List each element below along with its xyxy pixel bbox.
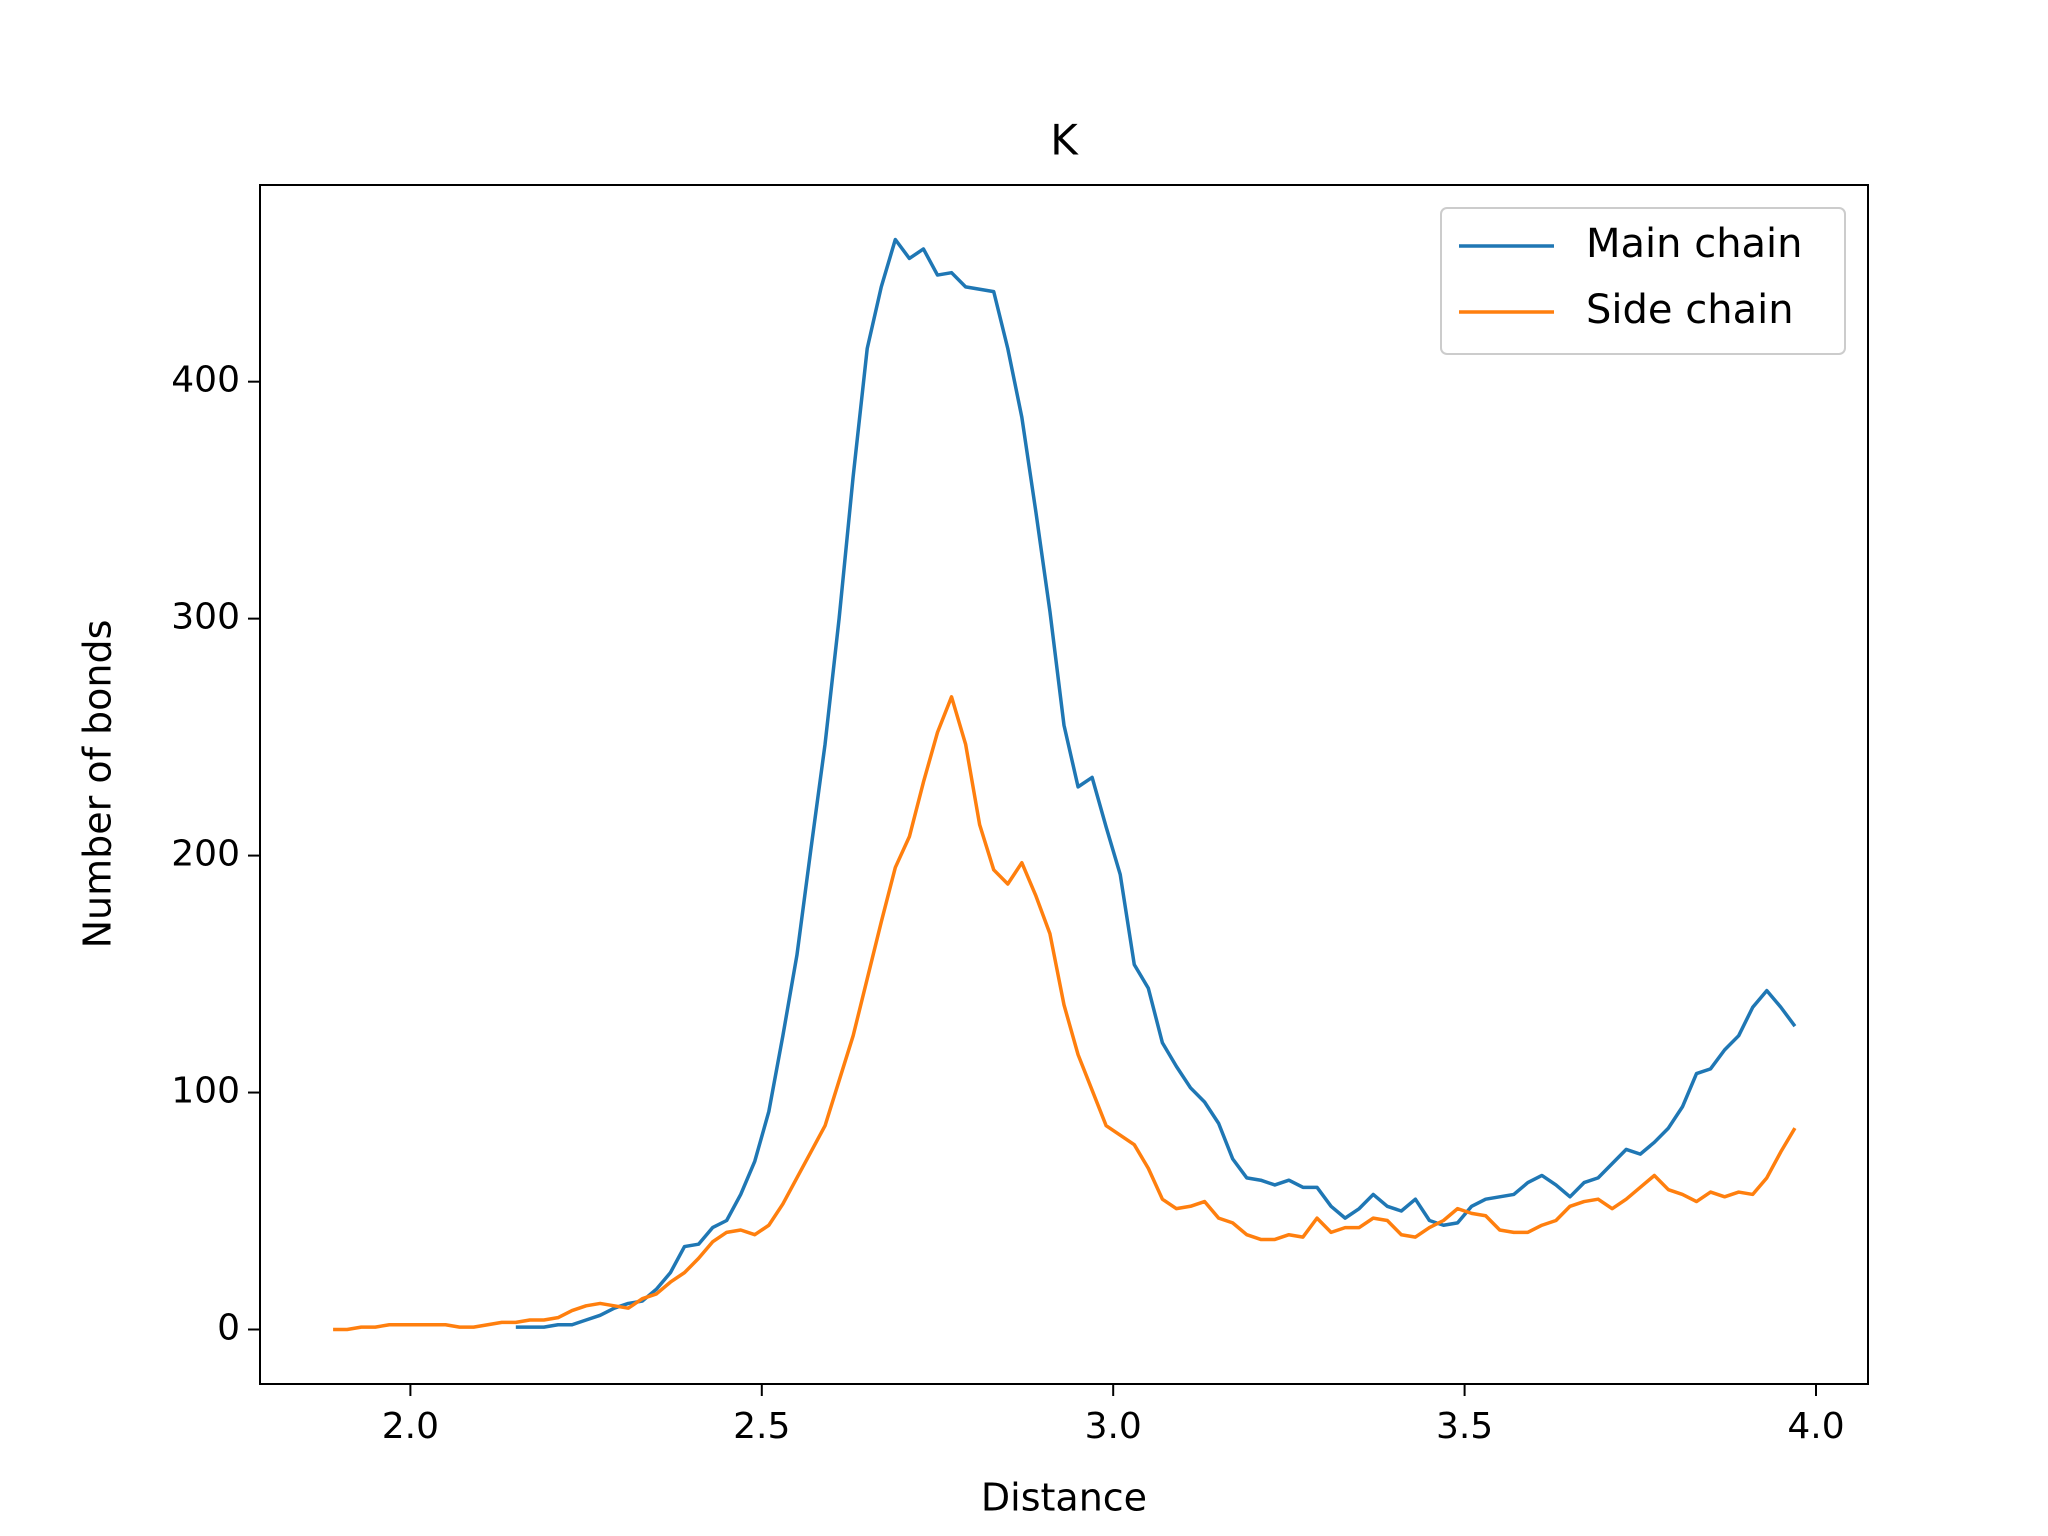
x-tick-label: 2.5 xyxy=(733,1406,790,1447)
data-line xyxy=(515,237,1797,1329)
y-axis-label: Number of bonds xyxy=(76,620,120,949)
x-tick-label: 4.0 xyxy=(1787,1406,1844,1447)
x-tick-label: 2.0 xyxy=(382,1406,439,1447)
legend-label: Side chain xyxy=(1586,287,1794,333)
y-tick-label: 200 xyxy=(171,834,240,875)
data-line xyxy=(333,695,1797,1332)
y-tick-label: 300 xyxy=(171,597,240,638)
y-tick-label: 400 xyxy=(171,360,240,401)
y-tick-label: 0 xyxy=(217,1308,240,1349)
y-tick-label: 100 xyxy=(171,1071,240,1112)
chart-title: K xyxy=(1050,116,1079,165)
x-tick-label: 3.5 xyxy=(1436,1406,1493,1447)
x-axis-label: Distance xyxy=(981,1476,1147,1520)
plot-frame xyxy=(259,184,1869,1385)
legend-label: Main chain xyxy=(1586,221,1803,267)
x-tick-label: 3.0 xyxy=(1085,1406,1142,1447)
